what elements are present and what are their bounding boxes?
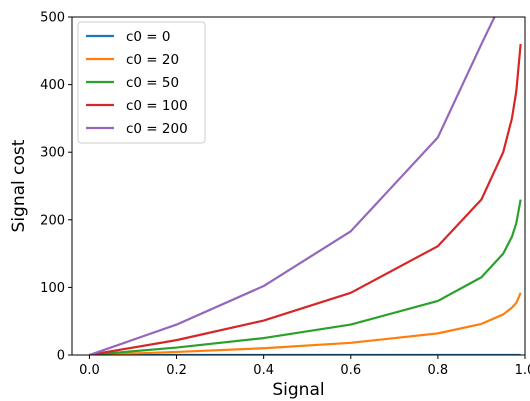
series-layer [89, 17, 522, 355]
x-tick-label: 1.0 [515, 363, 530, 378]
y-tick-label: 0 [57, 349, 65, 364]
legend-label-1: c0 = 20 [126, 52, 179, 68]
x-axis: 0.0 0.2 0.4 0.6 0.8 1.0 [79, 355, 530, 378]
y-tick-label: 200 [40, 213, 65, 228]
y-tick-label: 100 [40, 281, 65, 296]
x-tick-label: 0.0 [79, 363, 100, 378]
x-tick-label: 0.6 [340, 363, 361, 378]
legend-label-3: c0 = 100 [126, 98, 188, 114]
legend-label-0: c0 = 0 [126, 29, 171, 45]
y-tick-label: 500 [40, 11, 65, 26]
axes-frame [71, 16, 526, 356]
series-line-4 [89, 17, 496, 355]
x-tick-label: 0.8 [428, 363, 449, 378]
x-axis-label: Signal [272, 380, 324, 400]
series-line-2 [89, 199, 522, 355]
y-axis: 0 100 200 300 400 500 [40, 11, 72, 364]
plot-area [71, 16, 526, 356]
series-line-3 [89, 43, 522, 355]
legend: c0 = 0 c0 = 20 c0 = 50 c0 = 100 c0 = 200 [77, 21, 206, 144]
y-axis-label: Signal cost [9, 139, 29, 232]
y-tick-label: 400 [40, 78, 65, 93]
series-line-1 [89, 292, 522, 355]
y-tick-label: 300 [40, 146, 65, 161]
legend-box [77, 21, 206, 144]
legend-label-2: c0 = 50 [126, 75, 179, 91]
legend-label-4: c0 = 200 [126, 121, 188, 137]
x-tick-label: 0.4 [253, 363, 274, 378]
x-tick-label: 0.2 [166, 363, 187, 378]
